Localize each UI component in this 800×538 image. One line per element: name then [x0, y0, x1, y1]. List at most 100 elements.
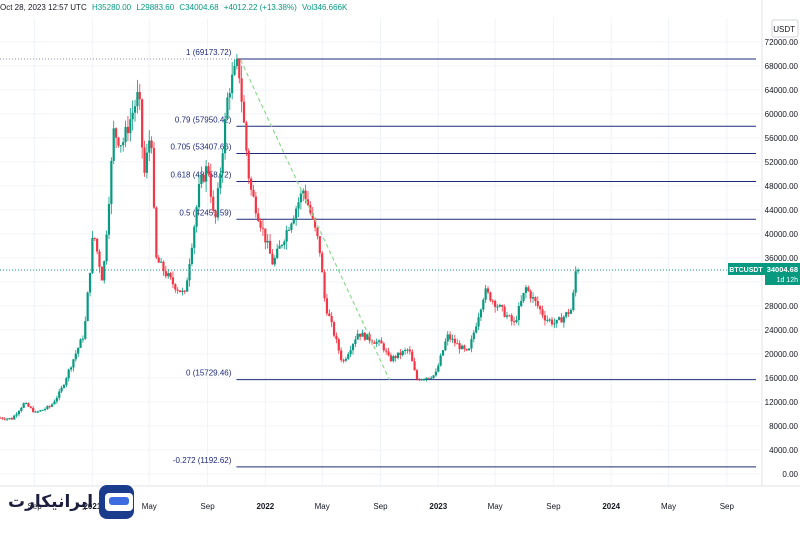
candle-body: [124, 126, 127, 143]
candle-body: [529, 291, 532, 299]
candle-body: [162, 261, 165, 272]
y-tick-label: 16000.00: [765, 374, 799, 383]
candle-body: [242, 101, 246, 123]
y-tick-label: 72000.00: [765, 38, 799, 47]
candle-body: [524, 287, 528, 293]
candle-body: [133, 106, 137, 113]
candle-body: [574, 271, 577, 293]
candle-body: [105, 234, 108, 262]
header-change: +4012.22 (+13.38%): [223, 3, 297, 12]
watermark-logo: ایرانیکارت: [8, 484, 134, 520]
price-tag: BTCUSDT 34004.68 1d 12h: [728, 262, 800, 285]
candle-body: [32, 407, 35, 413]
candle-body: [482, 299, 485, 310]
candle-body: [145, 152, 148, 173]
candle-body: [318, 236, 321, 254]
candle-body: [358, 333, 362, 337]
candle-body: [458, 343, 461, 350]
candle-body: [510, 315, 513, 322]
candle-body: [340, 350, 343, 361]
candle-body: [205, 166, 208, 182]
ohlc-header: Oct 28, 2023 12:57 UTC H35280.00 L29883.…: [0, 3, 347, 12]
candle-body: [335, 335, 338, 340]
candle-body: [377, 340, 381, 342]
candle-body: [8, 418, 11, 420]
candle-body: [408, 349, 411, 352]
candle-body: [261, 227, 265, 229]
candle-body: [169, 273, 172, 278]
y-tick-label: 0.00: [782, 470, 798, 479]
candle-body: [188, 263, 191, 281]
candle-body: [67, 369, 70, 379]
candle-body: [558, 317, 561, 320]
candle-body: [399, 352, 402, 356]
candle-body: [238, 58, 241, 79]
candle-body: [24, 403, 28, 405]
candle-body: [302, 190, 305, 194]
candle-body: [508, 315, 511, 317]
candle-body: [290, 223, 293, 230]
symbol-tag: BTCUSDT: [729, 267, 763, 274]
current-price-label: 34004.68: [767, 265, 798, 274]
candle-body: [396, 352, 400, 359]
candle-body: [425, 377, 428, 380]
candle-body: [178, 290, 182, 293]
x-tick-label: Sep: [720, 502, 735, 511]
iranicard-logo-icon: [99, 485, 134, 519]
price-tag-box: [765, 262, 800, 285]
candle-body: [223, 119, 227, 154]
candle-body: [228, 93, 231, 98]
candle-body: [576, 269, 580, 272]
candle-body: [48, 406, 51, 408]
candle-body: [257, 213, 260, 222]
symbol-tag-box: [728, 262, 765, 275]
candle-body: [117, 137, 120, 146]
header-volume: Vol346.666K: [301, 3, 348, 12]
y-tick-label: 48000.00: [765, 182, 799, 191]
candle-body: [489, 292, 492, 301]
candle-body: [51, 404, 54, 407]
candle-body: [330, 316, 333, 323]
y-axis: 0.00 4000.00 8000.00 12000.00 16000.00 20000.…: [765, 38, 799, 479]
y-tick-label: 24000.00: [765, 326, 799, 335]
candle-body: [200, 174, 203, 185]
candle-body: [375, 341, 378, 344]
candle-body: [183, 290, 186, 292]
candle-body: [84, 321, 87, 339]
x-tick-label: Sep: [546, 502, 561, 511]
candle-body: [62, 384, 66, 388]
candle-body: [41, 409, 44, 411]
candle-body: [152, 148, 156, 208]
candle-body: [141, 99, 144, 148]
candle-body: [565, 312, 568, 317]
candle-body: [430, 377, 433, 379]
candle-body: [463, 345, 466, 349]
candle-body: [219, 173, 222, 189]
candle-body: [572, 292, 575, 310]
y-tick-label: 40000.00: [765, 230, 799, 239]
y-tick-label: 8000.00: [769, 422, 798, 431]
candle-body: [484, 288, 487, 300]
candle-body: [254, 196, 257, 214]
candle-body: [36, 411, 40, 413]
candle-body: [382, 343, 385, 351]
candle-body: [176, 289, 179, 291]
candle-body: [548, 319, 551, 321]
candle-body: [96, 238, 99, 252]
candle-body: [439, 355, 442, 366]
candle-body: [422, 379, 426, 381]
candle-body: [387, 351, 390, 356]
x-tick-label: Sep: [373, 502, 388, 511]
candle-body: [470, 339, 473, 349]
x-tick-label: 2022: [256, 502, 274, 511]
candle-body: [221, 153, 224, 174]
candle-body: [164, 271, 167, 277]
candle-body: [155, 207, 158, 258]
candle-body: [321, 253, 324, 273]
candle-body: [0, 417, 2, 419]
candle-body: [323, 272, 326, 299]
candle-body: [278, 245, 281, 249]
candle-body: [268, 240, 272, 254]
